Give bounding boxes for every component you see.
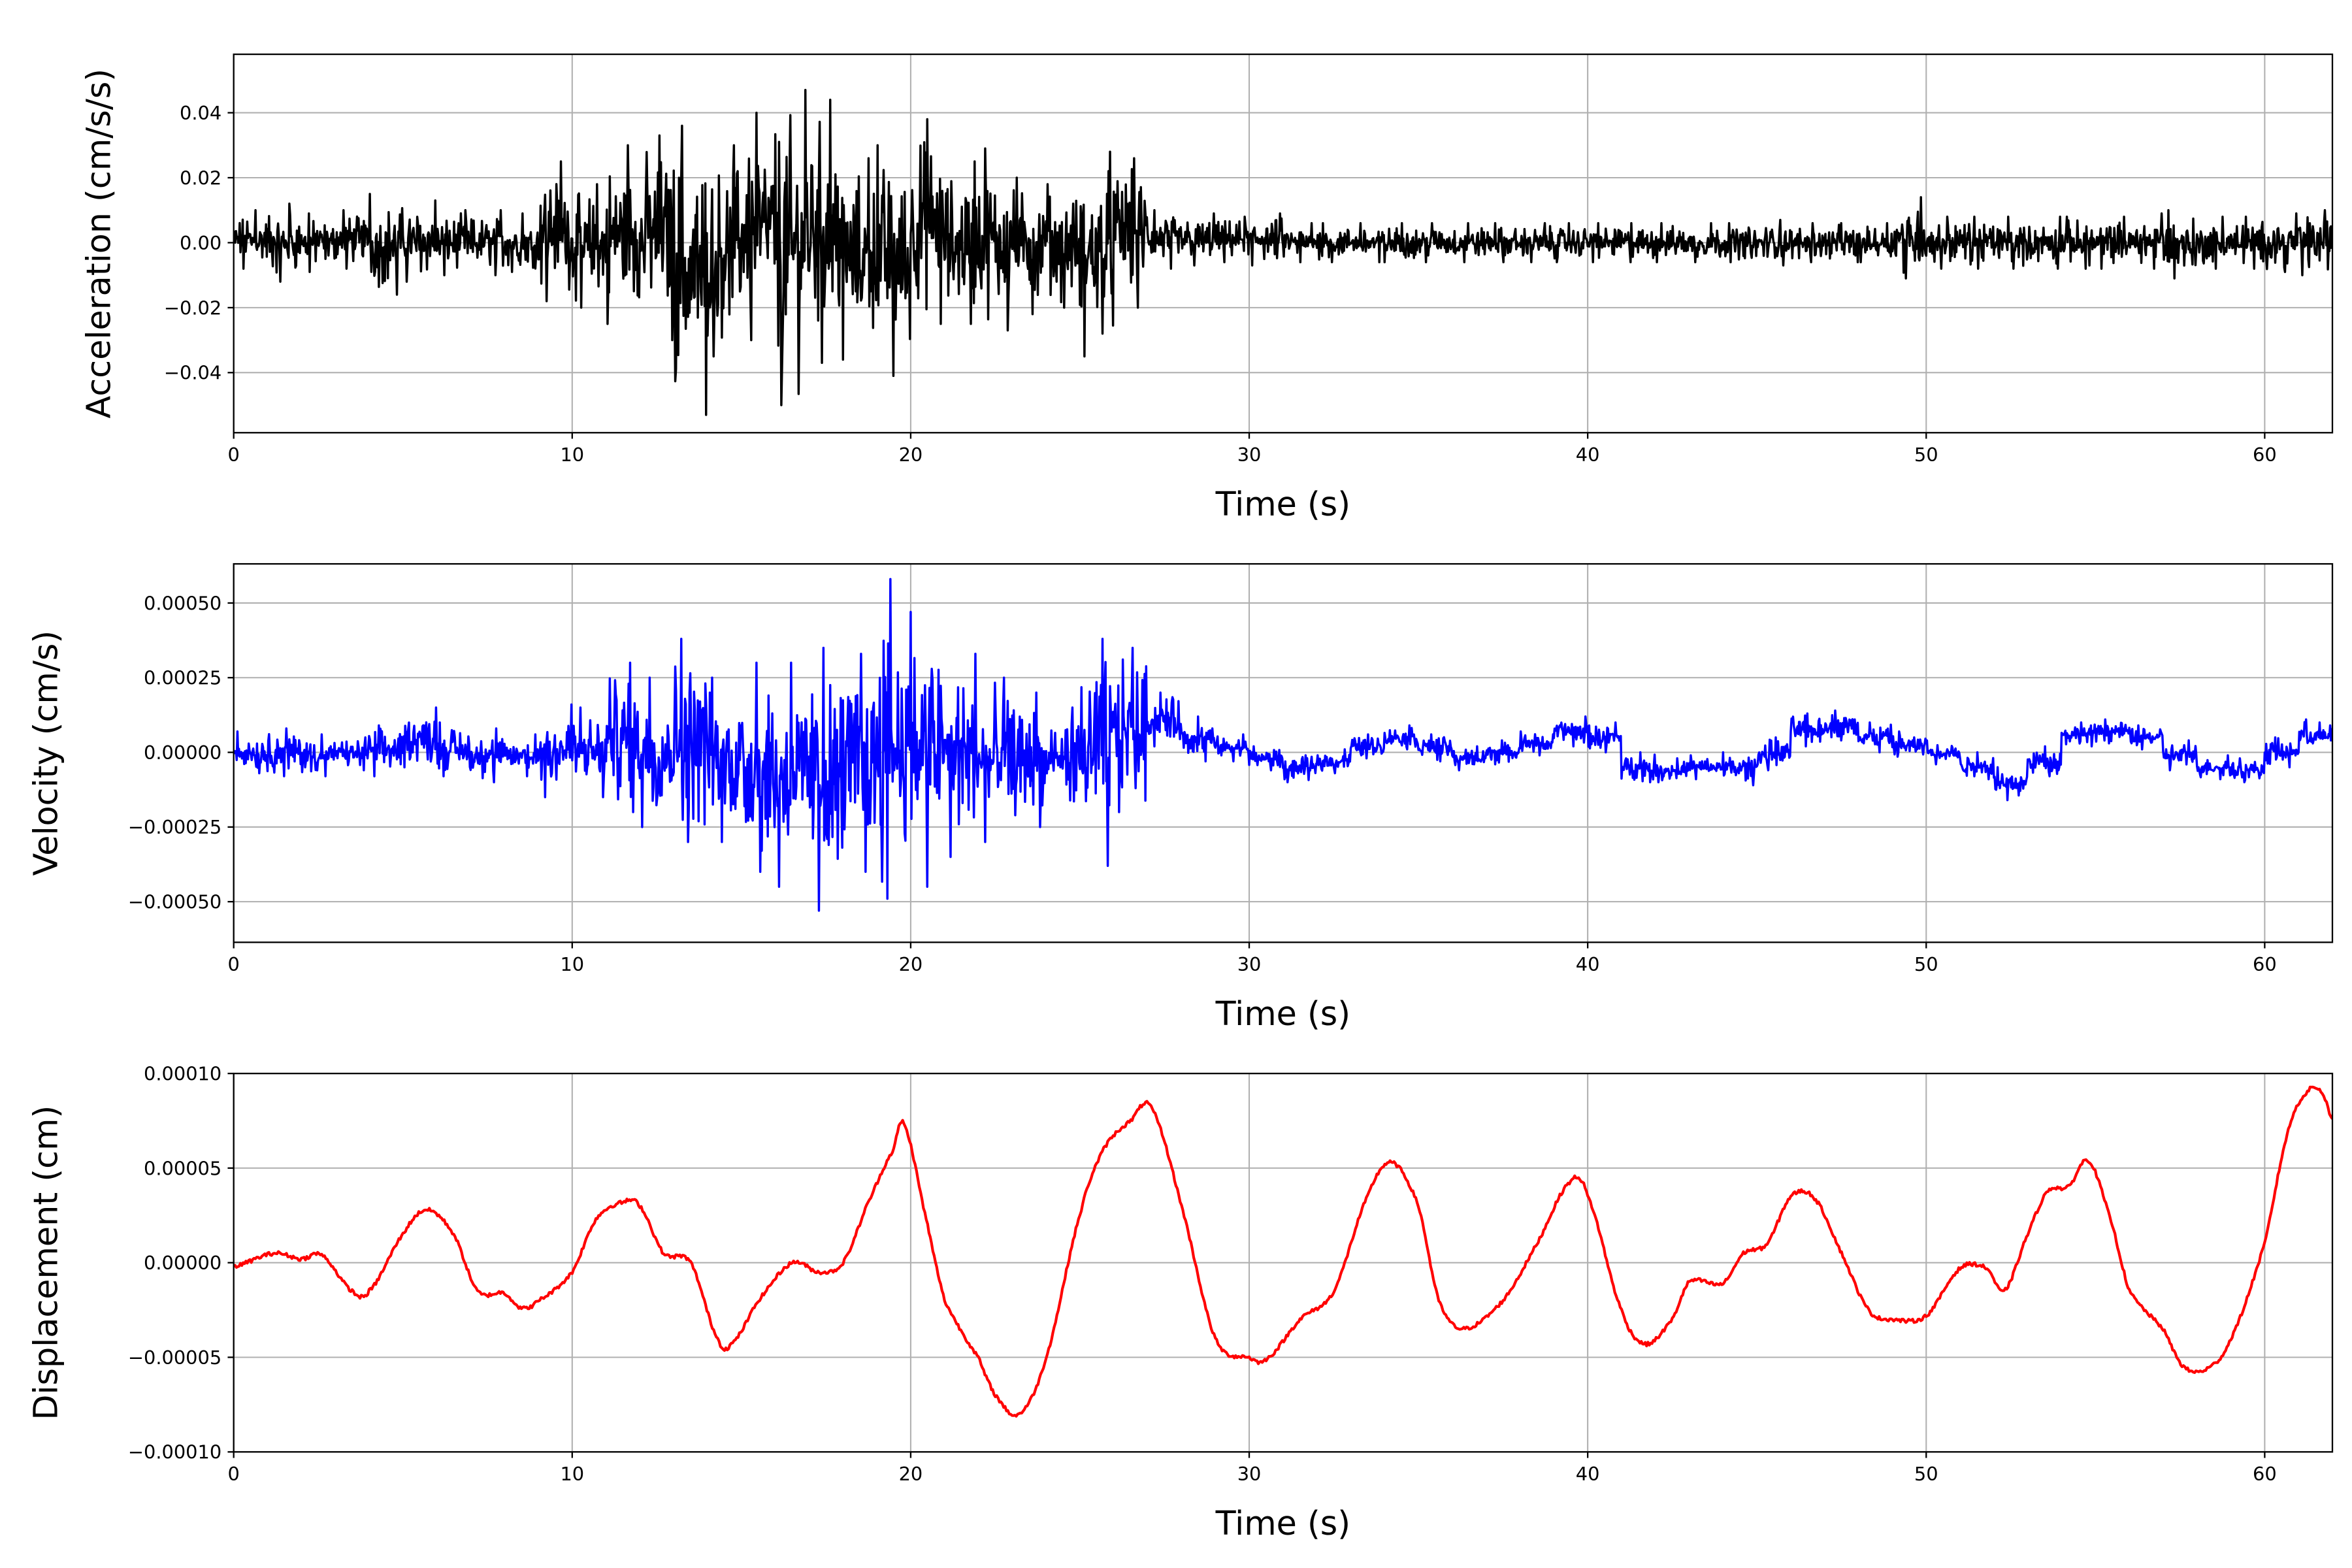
x-axis-label: Time (s) [1215,994,1350,1033]
y-axis-label: Velocity (cm/s) [27,630,65,876]
x-tick-label: 30 [1237,444,1262,466]
x-axis-label: Time (s) [1215,1504,1350,1543]
x-tick-label: 20 [899,953,923,975]
x-tick-label: 20 [899,444,923,466]
y-tick-label: −0.04 [164,362,221,384]
x-tick-label: 50 [1914,1463,1938,1485]
y-tick-label: 0.04 [180,102,221,124]
displacement-plot: 0 10 20 30 40 50 60 −0.00010 −0.00005 0.00000 0.00… [27,1062,2334,1543]
x-tick-label: 40 [1576,953,1600,975]
y-tick-label: −0.00005 [128,1347,221,1369]
velocity-plot: 0 10 20 30 40 50 60 −0.00050 −0.00025 0.00000 0.00… [27,563,2334,1033]
y-tick-label: −0.00010 [128,1441,221,1463]
x-tick-label: 10 [560,1463,584,1485]
y-tick-label: 0.00005 [144,1157,221,1179]
series-line [233,578,2332,912]
y-tick-label: 0.00 [180,232,221,254]
x-tick-label: 60 [2253,1463,2277,1485]
x-tick-label: 0 [228,953,240,975]
x-tick-label: 40 [1576,1463,1600,1485]
x-tick-label: 30 [1237,1463,1262,1485]
y-tick-label: 0.00050 [144,592,221,614]
axes-frame [233,53,2334,434]
x-tick-label: 10 [560,444,584,466]
y-tick-label: 0.00000 [144,742,221,764]
x-axis-label: Time (s) [1215,485,1350,523]
x-tick-label: 50 [1914,953,1938,975]
x-tick-label: 50 [1914,444,1938,466]
y-tick-label: −0.02 [164,297,221,319]
axes-frame [233,563,2334,943]
x-tick-label: 30 [1237,953,1262,975]
x-tick-label: 0 [228,444,240,466]
series-line [233,89,2332,416]
y-tick-label: −0.00025 [128,816,221,838]
axes-frame [233,1072,2334,1453]
y-tick-label: −0.00050 [128,891,221,913]
y-tick-label: 0.00000 [144,1252,221,1274]
x-tick-label: 40 [1576,444,1600,466]
x-tick-label: 60 [2253,953,2277,975]
y-tick-label: 0.02 [180,167,221,189]
x-tick-label: 0 [228,1463,240,1485]
y-tick-label: 0.00010 [144,1062,221,1085]
x-tick-label: 60 [2253,444,2277,466]
y-axis-label: Displacement (cm) [27,1105,65,1420]
x-tick-label: 10 [560,953,584,975]
y-axis-label: Acceleration (cm/s/s) [79,69,118,419]
x-tick-label: 20 [899,1463,923,1485]
y-tick-label: 0.00025 [144,667,221,689]
acceleration-plot: 0 10 20 30 40 50 60 −0.04 −0.02 0.00 0.02 0.04 Time … [79,53,2334,523]
series-line [233,1085,2332,1418]
